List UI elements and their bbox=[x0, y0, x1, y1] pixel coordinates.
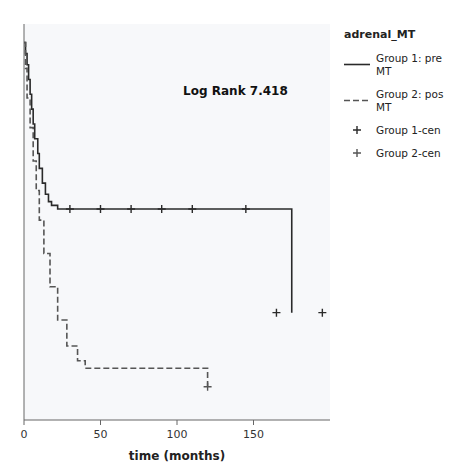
legend-title: adrenal_MT bbox=[344, 28, 416, 41]
legend-label-line: MT bbox=[376, 65, 392, 77]
legend-swatch bbox=[344, 64, 370, 66]
legend-swatch bbox=[353, 149, 361, 157]
legend-label: Group 2: posMT bbox=[376, 88, 443, 113]
legend-label: Group 2-cen bbox=[376, 147, 441, 159]
censor-mark bbox=[127, 205, 135, 213]
x-tick-label: 150 bbox=[243, 428, 264, 441]
data-layer bbox=[24, 43, 326, 391]
y-axis bbox=[24, 24, 25, 420]
censor-mark bbox=[188, 205, 196, 213]
censor-mark bbox=[204, 383, 212, 391]
legend-label: Group 1: preMT bbox=[376, 52, 442, 77]
censor-mark bbox=[158, 205, 166, 213]
x-tick bbox=[177, 420, 178, 425]
annotation: Log Rank 7.418 bbox=[183, 84, 288, 98]
x-tick bbox=[24, 420, 25, 425]
plot-area bbox=[24, 24, 330, 420]
survival-line bbox=[24, 43, 292, 313]
legend-label-line: Group 1: pre bbox=[376, 52, 442, 64]
censor-mark bbox=[242, 205, 250, 213]
censor-mark bbox=[272, 309, 280, 317]
censor-mark bbox=[66, 205, 74, 213]
x-tick bbox=[253, 420, 254, 425]
legend-swatch bbox=[344, 100, 370, 102]
legend-label-line: MT bbox=[376, 101, 392, 113]
censor-mark bbox=[318, 309, 326, 317]
survival-line bbox=[24, 43, 208, 387]
x-tick-label: 100 bbox=[167, 428, 188, 441]
censor-mark bbox=[97, 205, 105, 213]
x-tick bbox=[100, 420, 101, 425]
legend-label: Group 1-cen bbox=[376, 124, 441, 136]
legend-label-line: Group 1-cen bbox=[376, 124, 441, 136]
legend-swatch bbox=[353, 126, 361, 134]
x-tick-label: 0 bbox=[21, 428, 28, 441]
legend-label-line: Group 2: pos bbox=[376, 88, 443, 100]
x-tick-label: 50 bbox=[94, 428, 108, 441]
legend-label-line: Group 2-cen bbox=[376, 147, 441, 159]
x-axis-label: time (months) bbox=[129, 449, 225, 463]
chart: 0 50 100 150 time (months) Log Rank 7.418 adre… bbox=[0, 0, 474, 474]
